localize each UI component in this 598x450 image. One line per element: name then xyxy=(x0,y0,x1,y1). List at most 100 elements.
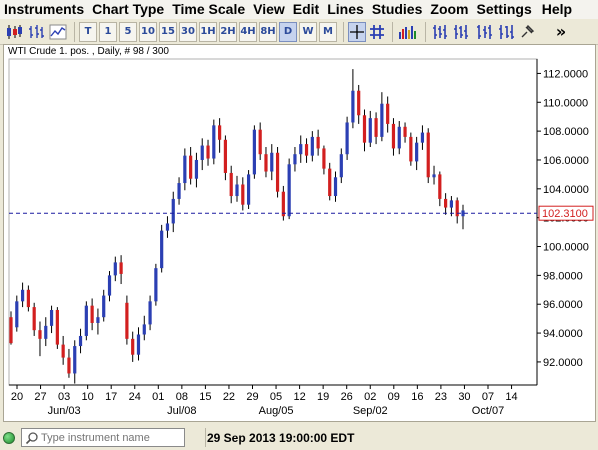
status-divider xyxy=(205,428,206,447)
y-tick-label: 100.0000 xyxy=(543,242,589,254)
candle-body xyxy=(386,103,390,124)
candle-body xyxy=(316,136,320,149)
crosshair-icon[interactable] xyxy=(348,21,366,42)
candle-body xyxy=(38,330,42,339)
candlestick-chart-icon[interactable] xyxy=(4,22,24,42)
volume-icon[interactable] xyxy=(397,22,419,42)
menu-zoom[interactable]: Zoom xyxy=(430,1,469,17)
candle-body xyxy=(339,154,343,178)
timeframe-8hour[interactable]: 8H xyxy=(259,21,277,42)
candle-body xyxy=(275,152,280,192)
candle-body xyxy=(258,129,262,155)
timeframe-10min[interactable]: 10 xyxy=(139,21,157,42)
menu-edit[interactable]: Edit xyxy=(292,1,320,17)
x-tick-label: 14 xyxy=(505,391,517,403)
candle-body xyxy=(55,309,59,345)
candle-body xyxy=(107,275,112,296)
grid-icon[interactable] xyxy=(368,22,386,42)
compress-candles-icon[interactable] xyxy=(452,22,472,42)
x-tick-label: 29 xyxy=(246,391,258,403)
instrument-search-input[interactable] xyxy=(41,431,181,444)
menu-studies[interactable]: Studies xyxy=(371,1,423,17)
zoom-candles-icon[interactable] xyxy=(430,22,450,42)
candle-body xyxy=(136,334,141,355)
timeframe-15min[interactable]: 15 xyxy=(159,21,177,42)
candle-body xyxy=(67,357,71,374)
x-tick-label: 07 xyxy=(482,391,494,403)
candle-body xyxy=(229,172,233,197)
scroll-candles-icon[interactable] xyxy=(496,22,516,42)
chart-header: WTI Crude 1. pos. , Daily, # 98 / 300 xyxy=(8,46,169,57)
menu-help[interactable]: Help xyxy=(541,1,573,17)
candle-body xyxy=(15,301,19,328)
timeframe-tick[interactable]: T xyxy=(79,21,97,42)
y-tick-label: 98.0000 xyxy=(543,270,583,282)
toolbar-overflow-button[interactable]: » xyxy=(555,22,567,41)
y-tick-label: 92.0000 xyxy=(543,357,583,369)
toolbar: T 1 5 10 15 30 1H 2H 4H 8H D W M xyxy=(0,19,598,45)
menu-lines[interactable]: Lines xyxy=(327,1,364,17)
menu-chart-type[interactable]: Chart Type xyxy=(92,1,165,17)
candle-body xyxy=(241,184,245,205)
x-tick-label: 22 xyxy=(223,391,235,403)
x-month-label: Sep/02 xyxy=(353,405,388,417)
candle-body xyxy=(438,174,442,199)
menu-time-scale[interactable]: Time Scale xyxy=(172,1,246,17)
menu-instruments[interactable]: Instruments xyxy=(4,1,85,17)
candle-body xyxy=(461,210,465,217)
timeframe-daily[interactable]: D xyxy=(279,21,297,42)
chart-panel[interactable]: WTI Crude 1. pos. , Daily, # 98 / 300 92… xyxy=(3,44,596,422)
candle-body xyxy=(235,184,239,197)
candle-body xyxy=(189,155,193,179)
candle-body xyxy=(304,144,309,156)
instrument-search[interactable] xyxy=(21,428,185,447)
x-tick-label: 12 xyxy=(293,391,305,403)
timeframe-4hour[interactable]: 4H xyxy=(239,21,257,42)
x-tick-label: 05 xyxy=(270,391,282,403)
candle-body xyxy=(357,90,361,116)
y-tick-label: 110.0000 xyxy=(543,97,588,109)
candle-body xyxy=(368,118,372,143)
x-tick-label: 20 xyxy=(11,391,23,403)
x-tick-label: 02 xyxy=(364,391,376,403)
line-chart-icon[interactable] xyxy=(48,22,68,42)
timeframe-weekly[interactable]: W xyxy=(299,21,317,42)
timeframe-5min[interactable]: 5 xyxy=(119,21,137,42)
price-chart[interactable]: 92.0000 94.0000 96.0000 98.0000 100.0000 102.… xyxy=(4,45,595,421)
candle-body xyxy=(409,136,413,162)
candle-body xyxy=(351,90,355,123)
candle-body xyxy=(96,317,100,323)
menu-settings[interactable]: Settings xyxy=(476,1,532,17)
candle-body xyxy=(165,223,170,231)
x-month-label: Oct/07 xyxy=(472,405,504,417)
candle-body xyxy=(84,305,88,336)
candle-body xyxy=(119,262,123,274)
candle-body xyxy=(9,317,13,344)
y-tick-label: 106.0000 xyxy=(543,155,589,167)
pin-icon[interactable] xyxy=(518,22,536,42)
candle-body xyxy=(142,324,146,335)
timeframe-2hour[interactable]: 2H xyxy=(219,21,237,42)
candle-body xyxy=(252,129,256,175)
candle-body xyxy=(455,200,459,217)
timeframe-30min[interactable]: 30 xyxy=(179,21,197,42)
y-tick-label: 112.0000 xyxy=(543,68,588,80)
x-month-label: Jul/08 xyxy=(167,405,196,417)
timeframe-1hour[interactable]: 1H xyxy=(199,21,217,42)
menu-view[interactable]: View xyxy=(253,1,285,17)
bar-chart-icon[interactable] xyxy=(26,22,46,42)
menu-bar: Instruments Chart Type Time Scale View E… xyxy=(0,0,598,19)
expand-candles-icon[interactable] xyxy=(474,22,494,42)
candle-body xyxy=(61,344,65,358)
candle-body xyxy=(171,198,175,224)
candle-body xyxy=(287,164,291,217)
candle-body xyxy=(73,346,77,374)
candle-body xyxy=(281,191,285,217)
toolbar-separator xyxy=(425,21,426,42)
timeframe-monthly[interactable]: M xyxy=(319,21,337,42)
x-tick-label: 19 xyxy=(317,391,329,403)
timeframe-1min[interactable]: 1 xyxy=(99,21,117,42)
candle-body xyxy=(44,325,48,339)
y-tick-label: 104.0000 xyxy=(543,184,589,196)
